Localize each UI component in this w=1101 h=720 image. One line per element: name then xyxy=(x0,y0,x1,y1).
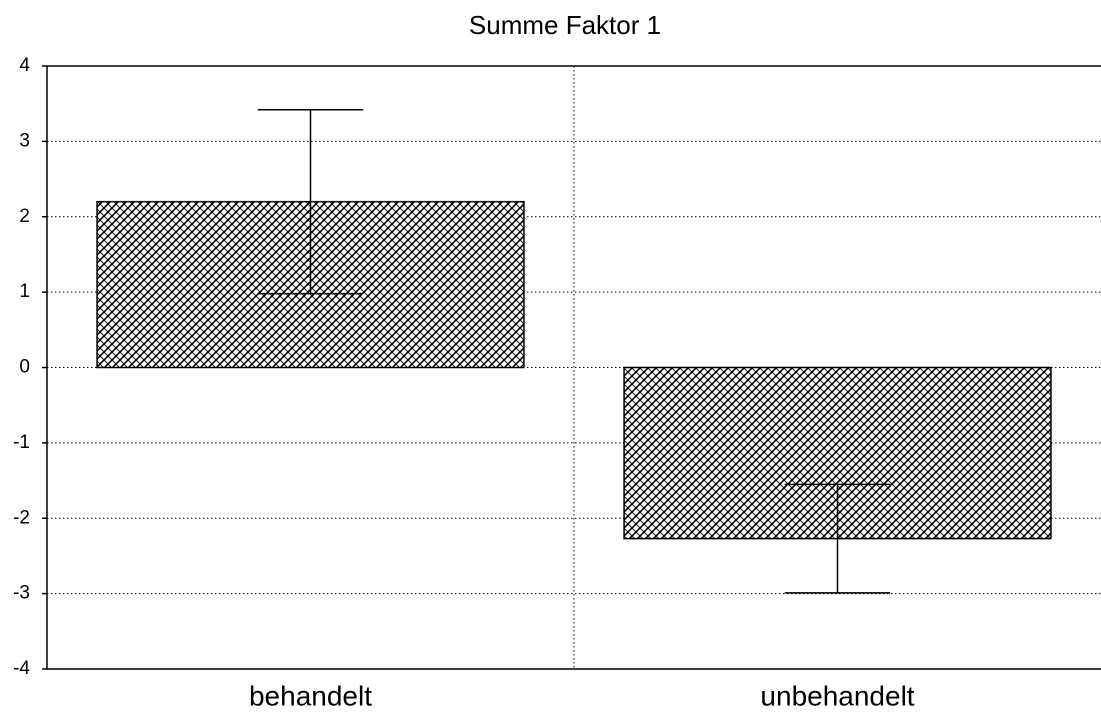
y-tick-label: 0 xyxy=(19,357,30,378)
y-tick-label: 2 xyxy=(19,206,30,227)
y-tick-label: 3 xyxy=(19,130,30,151)
y-tick-label: 4 xyxy=(19,55,30,76)
y-tick-label: -2 xyxy=(13,507,30,528)
y-tick-label: -3 xyxy=(13,583,30,604)
y-tick-label: -4 xyxy=(13,658,30,679)
y-tick-label: -1 xyxy=(13,432,30,453)
x-tick-label: behandelt xyxy=(249,680,372,711)
y-tick-label: 1 xyxy=(19,281,30,302)
chart-title: Summe Faktor 1 xyxy=(469,10,661,40)
x-tick-label: unbehandelt xyxy=(760,680,914,711)
